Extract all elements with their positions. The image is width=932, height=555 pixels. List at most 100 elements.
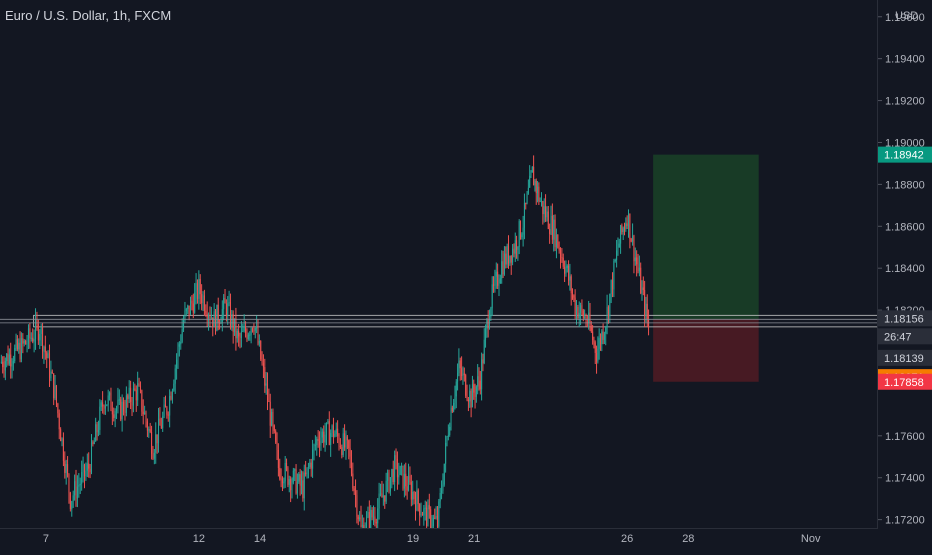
candle [268,388,270,402]
candle [598,328,600,360]
candle [37,319,39,345]
candle [284,456,286,488]
candle [439,487,441,509]
candle [307,462,309,479]
candle [40,323,42,347]
candle [250,327,252,344]
candle [86,453,88,478]
price-scale[interactable] [878,0,932,528]
candle [305,460,307,477]
candle [442,473,444,494]
take-profit-zone[interactable] [653,154,759,320]
candle [549,223,551,244]
candle [445,435,447,473]
candle [36,311,38,331]
price-tick-label: 1.18800 [885,179,925,191]
candle [209,306,211,327]
candle [69,491,71,512]
candle [424,500,426,521]
candle [423,505,425,526]
candle [243,314,245,333]
candle [589,302,591,332]
candle [416,480,418,512]
candle [106,404,108,407]
candle [596,345,598,374]
candle [206,301,208,327]
time-scale[interactable] [0,528,878,550]
candle [616,239,618,268]
symbol-title[interactable]: Euro / U.S. Dollar, 1h, FXCM [5,8,171,23]
candle [180,334,182,350]
candle [645,296,647,323]
time-tick-label: 12 [193,533,205,545]
candle [626,215,628,230]
candle [577,304,579,320]
candle [3,356,5,378]
candle [337,420,339,444]
price-tick-label: 1.18400 [885,263,925,275]
candle [453,398,455,413]
candle [525,202,527,210]
candle [104,400,106,415]
candle [236,328,238,343]
price-tick-label: 1.18600 [885,221,925,233]
candle [473,379,475,400]
candle [601,329,603,352]
candle [324,422,326,452]
countdown-badge: 26:47 [878,328,932,345]
candle [88,452,90,478]
candle [141,389,143,417]
candle [624,222,626,236]
candle [554,214,556,252]
candle [214,309,217,335]
candle [469,384,471,408]
upper-line-badge: 1.18156 [878,310,932,327]
candle [319,431,321,458]
candle [253,323,255,335]
candle [610,279,612,304]
candle [183,315,185,333]
candle [497,263,499,290]
candle [247,332,249,341]
candle [443,463,445,487]
candle [436,506,438,531]
candle [292,467,294,485]
candle [219,319,221,330]
candle [349,439,351,469]
candle [328,411,330,446]
candle [419,503,421,526]
candle [603,331,605,345]
candle [428,493,430,519]
candle [120,396,122,422]
candle [272,408,274,434]
candle [622,226,624,240]
candle [581,299,583,316]
candle [277,443,279,477]
candle [53,373,55,406]
stop-loss-zone[interactable] [653,319,759,382]
candle [62,432,64,467]
candle [534,178,536,192]
candle [621,223,623,235]
candle [187,304,189,315]
candle [68,473,70,504]
candle [538,182,540,205]
candle [547,206,549,230]
candle [458,348,460,377]
candle [132,381,134,413]
candle [184,301,186,324]
candle [491,276,493,317]
candle [264,358,266,393]
candle [646,294,648,328]
candle [434,508,436,520]
candle [76,475,78,508]
candle [499,274,501,284]
candle [92,440,94,447]
candle [402,465,404,491]
candle [58,409,60,440]
candle [79,477,81,495]
candle [177,342,179,369]
candle [6,352,8,368]
